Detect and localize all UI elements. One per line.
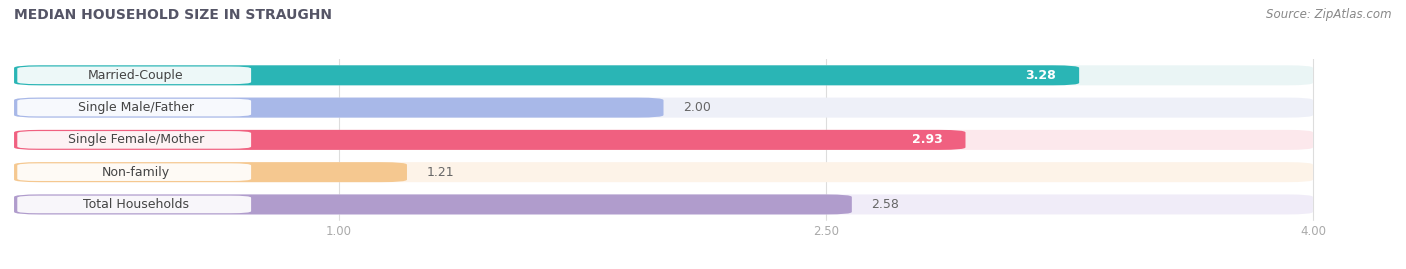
Text: Source: ZipAtlas.com: Source: ZipAtlas.com	[1267, 8, 1392, 21]
FancyBboxPatch shape	[17, 66, 252, 84]
FancyBboxPatch shape	[17, 99, 252, 116]
Text: 2.58: 2.58	[872, 198, 900, 211]
FancyBboxPatch shape	[14, 130, 966, 150]
Text: 1.21: 1.21	[426, 166, 454, 179]
Text: 2.00: 2.00	[683, 101, 711, 114]
Text: Single Male/Father: Single Male/Father	[77, 101, 194, 114]
FancyBboxPatch shape	[14, 162, 1313, 182]
FancyBboxPatch shape	[17, 163, 252, 181]
Text: 2.93: 2.93	[912, 133, 943, 146]
Text: Married-Couple: Married-Couple	[89, 69, 184, 82]
FancyBboxPatch shape	[17, 131, 252, 149]
FancyBboxPatch shape	[14, 98, 664, 118]
FancyBboxPatch shape	[14, 194, 852, 214]
Text: MEDIAN HOUSEHOLD SIZE IN STRAUGHN: MEDIAN HOUSEHOLD SIZE IN STRAUGHN	[14, 8, 332, 22]
FancyBboxPatch shape	[14, 98, 1313, 118]
FancyBboxPatch shape	[14, 194, 1313, 214]
FancyBboxPatch shape	[14, 65, 1080, 85]
Text: 3.28: 3.28	[1025, 69, 1056, 82]
FancyBboxPatch shape	[14, 130, 1313, 150]
FancyBboxPatch shape	[14, 162, 406, 182]
Text: Single Female/Mother: Single Female/Mother	[67, 133, 204, 146]
Text: Total Households: Total Households	[83, 198, 188, 211]
FancyBboxPatch shape	[17, 196, 252, 213]
Text: Non-family: Non-family	[101, 166, 170, 179]
FancyBboxPatch shape	[14, 65, 1313, 85]
